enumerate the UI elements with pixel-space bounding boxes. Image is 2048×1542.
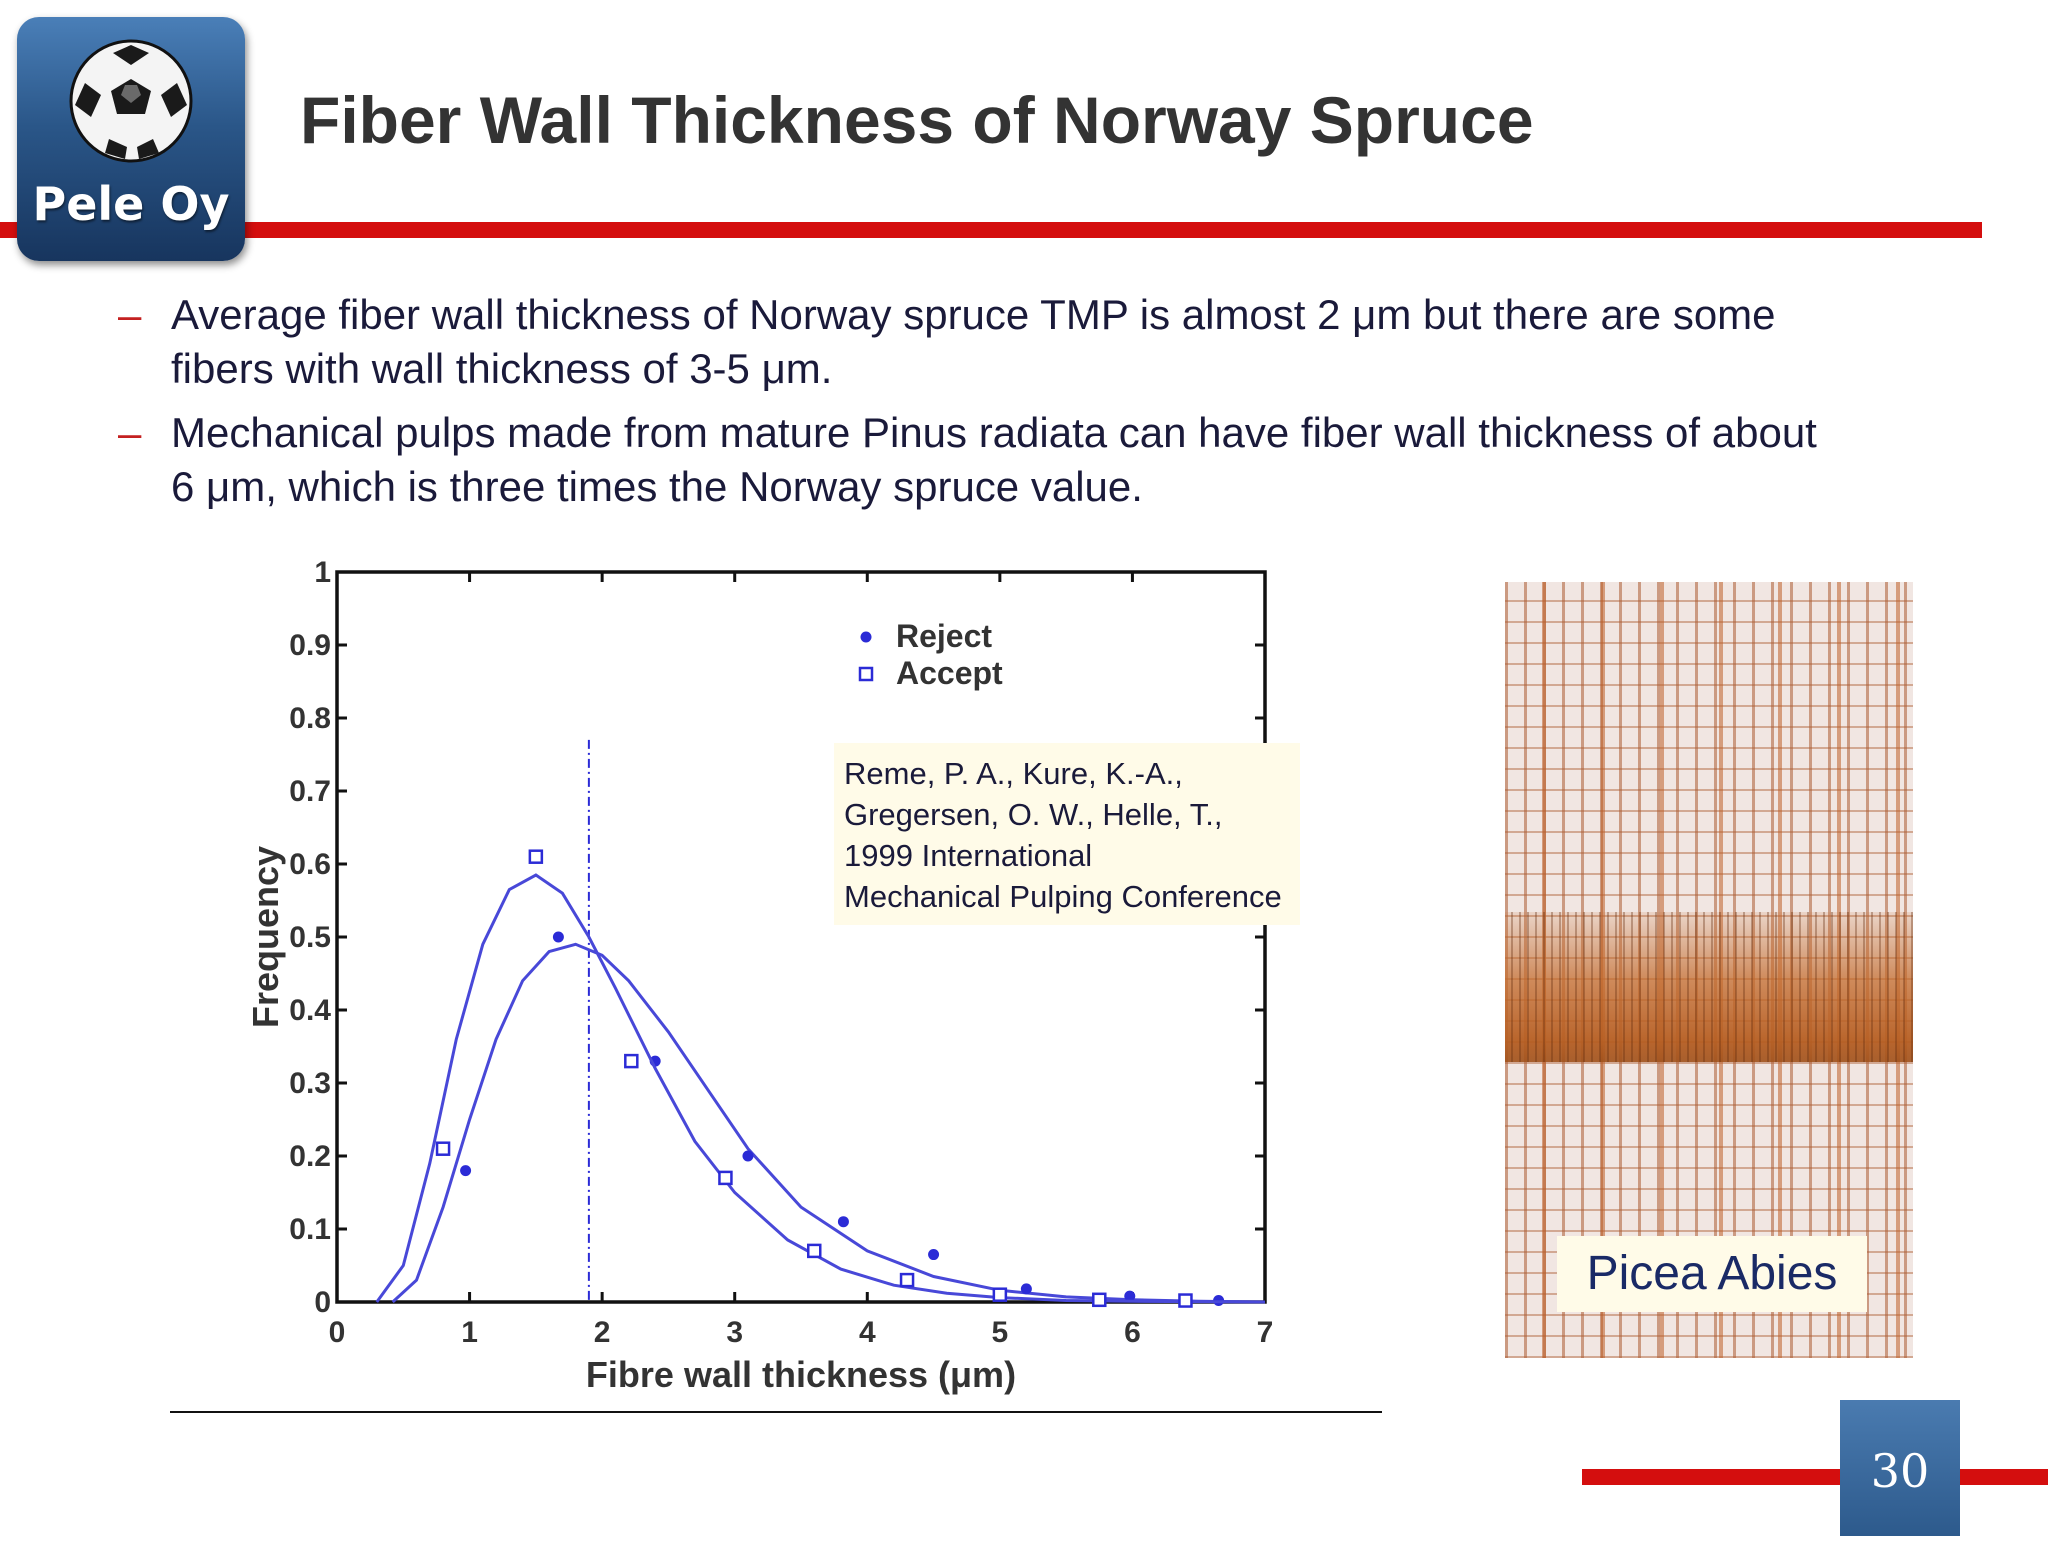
y-tick-label: 0.5: [289, 921, 331, 954]
y-tick-label: 0.4: [289, 994, 331, 1027]
data-point-reject: [1124, 1290, 1136, 1302]
fit-curve-accept: [375, 873, 1266, 1304]
data-point-reject: [460, 1165, 472, 1177]
y-axis-label: Frequency: [245, 846, 286, 1028]
data-point-accept: [718, 1170, 733, 1186]
photo-label: Picea Abies: [1557, 1236, 1867, 1312]
y-tick-label: 0.7: [289, 775, 331, 808]
y-tick-label: 1: [314, 556, 331, 589]
x-tick-label: 7: [1257, 1316, 1274, 1349]
legend-marker-reject: [860, 631, 872, 643]
x-tick-label: 6: [1124, 1316, 1141, 1349]
x-tick-label: 4: [859, 1316, 876, 1349]
x-tick-label: 1: [461, 1316, 478, 1349]
dash-bullet-icon: –: [118, 291, 142, 338]
legend-marker-accept: [858, 666, 874, 682]
bullet-item: – Mechanical pulps made from mature Pinu…: [118, 406, 1838, 514]
data-point-reject: [928, 1249, 940, 1261]
data-point-accept: [992, 1287, 1008, 1302]
citation-box: [834, 743, 1300, 925]
data-point-accept: [1092, 1292, 1107, 1308]
x-tick-label: 2: [594, 1316, 611, 1349]
fit-curve-reject: [391, 942, 1266, 1304]
spruce-wood-micrograph: Picea Abies: [1505, 582, 1913, 1358]
data-point-accept: [435, 1141, 451, 1156]
bullet-list: – Average fiber wall thickness of Norway…: [118, 288, 1838, 524]
data-point-reject: [837, 1216, 849, 1228]
pele-oy-logo: Pele Oy: [17, 17, 245, 261]
legend-label: Reject: [896, 618, 992, 654]
data-point-accept: [528, 849, 544, 864]
y-tick-label: 0.2: [289, 1140, 331, 1173]
data-point-accept: [1178, 1293, 1193, 1308]
bullet-text: Mechanical pulps made from mature Pinus …: [171, 409, 1817, 510]
latewood-fibers: [1505, 912, 1913, 1062]
x-axis-label: Fibre wall thickness (μm): [586, 1354, 1016, 1395]
y-tick-label: 0: [314, 1286, 331, 1319]
title-underline-bar: [0, 222, 1982, 238]
footer-red-bar: [1582, 1469, 2048, 1485]
data-point-reject: [1020, 1283, 1032, 1295]
x-tick-label: 0: [329, 1316, 346, 1349]
citation-text: 1999 International: [844, 838, 1092, 873]
bullet-text: Average fiber wall thickness of Norway s…: [171, 291, 1776, 392]
y-tick-label: 0.3: [289, 1067, 331, 1100]
data-point-reject: [742, 1150, 754, 1162]
latewood-band: [1505, 912, 1913, 1062]
chart-baseline-rule: [170, 1411, 1382, 1413]
soccer-ball-icon: [69, 39, 193, 163]
bullet-item: – Average fiber wall thickness of Norway…: [118, 288, 1838, 396]
x-tick-label: 3: [726, 1316, 743, 1349]
y-tick-label: 0.8: [289, 702, 331, 735]
citation-text: Gregersen, O. W., Helle, T.,: [844, 797, 1222, 832]
logo-text: Pele Oy: [32, 177, 230, 231]
y-tick-label: 0.6: [289, 848, 331, 881]
legend-label: Accept: [896, 655, 1003, 691]
citation-text: Reme, P. A., Kure, K.-A.,: [844, 756, 1183, 791]
data-point-accept: [624, 1053, 639, 1069]
y-tick-label: 0.9: [289, 629, 331, 662]
data-point-accept: [899, 1272, 915, 1288]
slide-title: Fiber Wall Thickness of Norway Spruce: [300, 83, 1534, 157]
dash-bullet-icon: –: [118, 409, 142, 456]
fibre-wall-thickness-chart: 0 1 2 3 4 5 6 7 0 0.1 0.2 0.3 0.4 0.5 0.6 0.7 0.8 0.9 1 Fib…: [245, 556, 1300, 1395]
x-tick-label: 5: [992, 1316, 1009, 1349]
page-number: 30: [1840, 1400, 1960, 1536]
y-tick-label: 0.1: [289, 1213, 331, 1246]
data-point-reject: [552, 931, 564, 943]
citation-text: Mechanical Pulping Conference: [844, 879, 1282, 914]
data-point-accept: [807, 1243, 822, 1259]
plot-frame: [335, 570, 1267, 1304]
